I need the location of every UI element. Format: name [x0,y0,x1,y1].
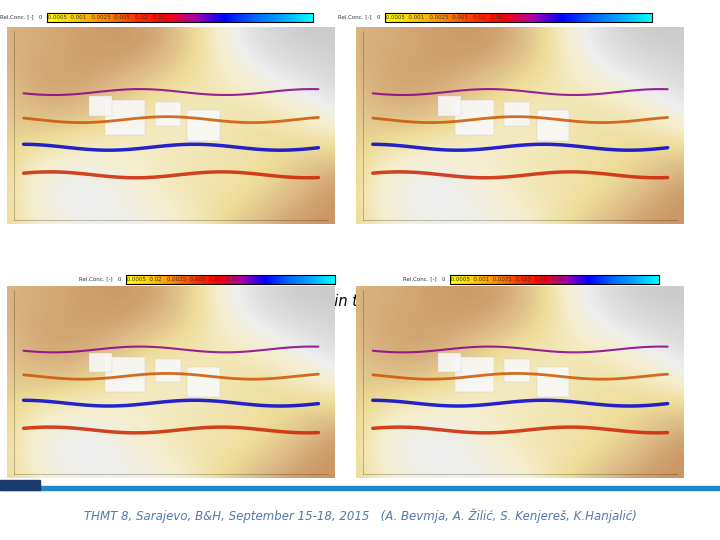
Bar [0,480,40,490]
Text: 07:30hr: 07:30hr [371,42,426,56]
Bar [504,102,530,126]
Bar [0,486,720,490]
Bar [89,96,112,116]
Text: 08:00hr: 08:00hr [443,301,498,315]
Bar [438,353,462,373]
Text: Time evolution of the relative concentration in the interval from 07:15hr to 08:: Time evolution of the relative concentra… [7,294,618,329]
Bar [187,367,220,397]
Bar [106,357,145,392]
Text: Rel.Conc. [-]   0   0.0005  0.001  0.0075  0.025  0.01   0.09: Rel.Conc. [-] 0 0.0005 0.001 0.0075 0.02… [403,276,564,282]
Text: Rel.Conc. [-]   0   0.0005  0.02   0.0025  0.005  0.01   0.02: Rel.Conc. [-] 0 0.0005 0.02 0.0025 0.005… [79,276,239,282]
Bar [155,102,181,126]
Bar [106,100,145,136]
Bar [187,110,220,141]
Bar [504,359,530,382]
Bar [455,357,494,392]
Text: Rel.Conc. [-]   0   0.0005  0.001   0.0025  0.005   0.01   0.06: Rel.Conc. [-] 0 0.0005 0.001 0.0025 0.00… [338,15,503,20]
Bar [455,100,494,136]
Text: THMT 8, Sarajevo, B&H, September 15-18, 2015   (A. Bevmja, A. Žilić, S. Kenjereš: THMT 8, Sarajevo, B&H, September 15-18, … [84,509,636,523]
Bar [89,353,112,373]
Bar [438,96,462,116]
Text: 07:15hr: 07:15hr [25,55,80,69]
Text: Rel.Conc. [-]   0   0.0005  0.001   0.0025  0.005   0.02   0.02: Rel.Conc. [-] 0 0.0005 0.001 0.0025 0.00… [0,15,165,20]
Bar [536,110,570,141]
Bar [536,367,570,397]
Text: 07:45hr: 07:45hr [140,301,195,315]
Bar [155,359,181,382]
